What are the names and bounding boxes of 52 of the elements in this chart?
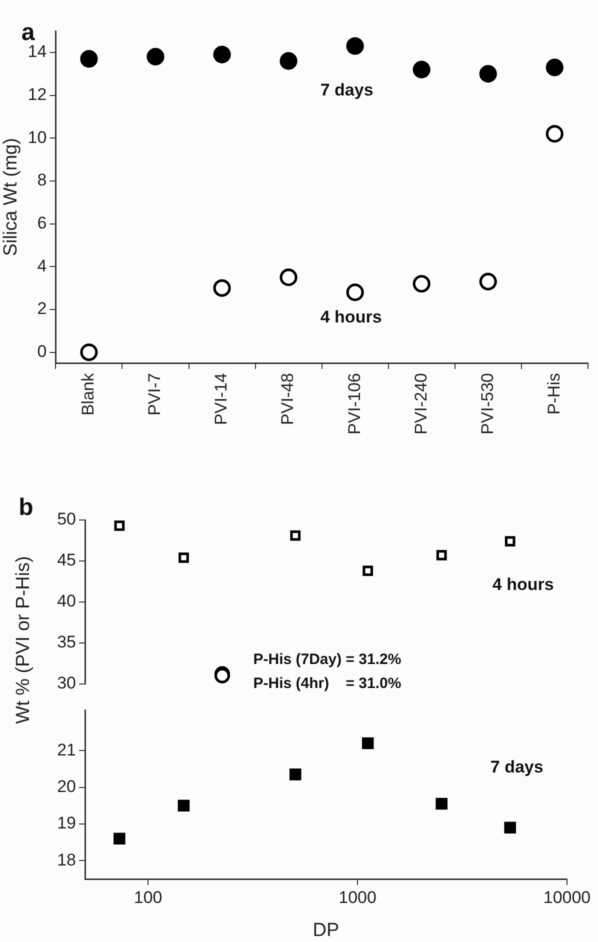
y-tick-label: 2 xyxy=(37,299,47,318)
x-tick-label: PVI-106 xyxy=(344,373,364,434)
point xyxy=(146,48,164,66)
y-tick-label: 10 xyxy=(28,128,47,147)
point xyxy=(80,50,98,68)
series-label: 4 hours xyxy=(492,575,554,594)
series-label: 4 hours xyxy=(320,308,382,327)
point xyxy=(213,279,231,297)
y-tick-label: 19 xyxy=(57,814,76,833)
point xyxy=(412,60,430,78)
point xyxy=(412,274,430,293)
y-tick-label: 8 xyxy=(37,170,47,190)
point xyxy=(346,284,364,302)
y-tick-label: 40 xyxy=(57,592,76,611)
x-tick-label: Blank xyxy=(78,372,98,416)
point xyxy=(546,125,564,143)
y-axis-title: Wt % (PVI or P-His) xyxy=(13,556,35,724)
text: 7 days xyxy=(490,757,544,776)
y-tick-label: 50 xyxy=(57,510,76,529)
x-tick-label: PVI-14 xyxy=(212,373,231,425)
point xyxy=(346,37,364,55)
x-tick-label: PVI-7 xyxy=(145,373,164,416)
x-tick-label: 1000 xyxy=(338,888,376,907)
x-tick-label: P-His xyxy=(544,373,564,415)
y-tick-label: 30 xyxy=(57,673,76,692)
x-tick-label: PVI-48 xyxy=(278,373,298,425)
y-tick-label: 12 xyxy=(28,84,47,104)
text: b xyxy=(18,494,34,521)
data-label: P-His (7Day) = 31.2% xyxy=(253,651,402,668)
point xyxy=(479,65,497,83)
y-tick-label: 6 xyxy=(37,213,47,232)
x-tick-label: PVI-240 xyxy=(411,373,430,434)
point xyxy=(546,58,564,76)
y-tick-label: 18 xyxy=(57,850,76,870)
x-tick-label: 100 xyxy=(134,888,162,907)
point xyxy=(479,272,497,290)
y-axis-title: Silica Wt (mg) xyxy=(0,138,22,256)
point xyxy=(280,268,298,286)
x-axis-title: DP xyxy=(312,920,340,941)
x-tick-label: 10000 xyxy=(543,888,591,907)
point xyxy=(280,52,298,70)
data-label: P-His (4hr) = 31.0% xyxy=(253,674,402,692)
y-tick-label: 21 xyxy=(57,740,76,760)
series-label: 7 days xyxy=(320,80,374,100)
y-tick-label: 4 xyxy=(37,256,47,276)
point xyxy=(80,343,98,362)
x-tick-label: PVI-530 xyxy=(478,373,497,434)
y-tick-label: 35 xyxy=(57,632,76,652)
y-tick-label: 45 xyxy=(57,550,76,570)
y-tick-label: 20 xyxy=(57,776,76,796)
y-tick-label: 0 xyxy=(37,342,47,361)
point xyxy=(213,46,231,64)
